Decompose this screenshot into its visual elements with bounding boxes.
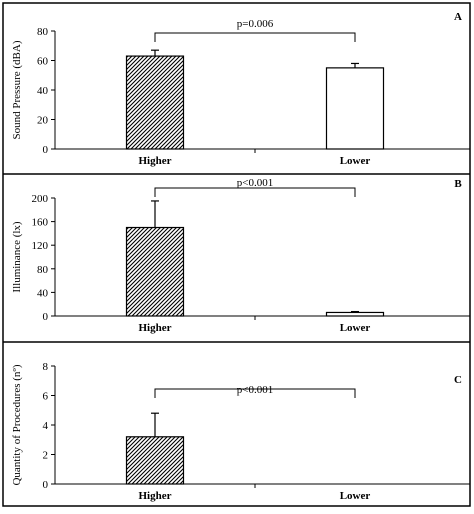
y-tick-label: 8	[43, 361, 49, 373]
category-label-lower: Lower	[340, 322, 371, 334]
y-tick-label: 80	[37, 26, 49, 38]
y-tick-label: 2	[43, 450, 49, 462]
y-tick-label: 20	[37, 115, 49, 127]
panel-c: C 0 2 4 6 8 Quantity of Procedures (nº) Higher L…	[3, 341, 470, 502]
y-tick-label: 40	[37, 287, 49, 299]
category-label-higher: Higher	[139, 155, 172, 167]
category-label-lower: Lower	[340, 490, 371, 502]
y-tick-label: 80	[37, 264, 49, 276]
outer-frame	[2, 2, 471, 507]
y-axis-label: Sound Pressure (dBA)	[11, 40, 23, 139]
bar-lower	[325, 67, 385, 150]
bar-higher	[125, 436, 185, 485]
p-value-label: p<0.001	[237, 384, 273, 396]
significance-bracket	[154, 32, 356, 42]
y-axis-label: Quantity of Procedures (nº)	[11, 364, 23, 485]
y-tick-label: 40	[37, 85, 49, 97]
category-label-lower: Lower	[340, 155, 371, 167]
y-tick-label: 200	[32, 193, 49, 205]
panel-letter: B	[454, 178, 462, 190]
y-tick-label: 0	[43, 479, 49, 491]
p-value-label: p=0.006	[237, 18, 274, 30]
bar-higher	[125, 226, 185, 317]
significance-bracket	[154, 388, 356, 398]
y-axis-label: Illuminance (lx)	[11, 221, 23, 293]
bar-higher	[125, 55, 185, 150]
y-tick-label: 0	[43, 311, 49, 323]
panel-letter: A	[454, 11, 462, 23]
y-tick-label: 120	[32, 240, 49, 252]
panel-letter: C	[454, 374, 462, 386]
y-tick-label: 160	[32, 217, 49, 229]
category-label-higher: Higher	[139, 322, 172, 334]
category-label-higher: Higher	[139, 490, 172, 502]
p-value-label: p<0.001	[237, 177, 273, 189]
y-tick-label: 6	[43, 391, 49, 403]
panel-a: A 0 20 40 60 80 Sound Pressure (dBA) Higher Lowe…	[11, 11, 470, 167]
panel-b: B 0 40 80 120 160 200 Illuminance (lx) Higher Low…	[3, 173, 470, 334]
y-tick-label: 60	[37, 56, 49, 68]
significance-bracket	[154, 187, 356, 197]
y-tick-label: 0	[43, 144, 49, 156]
y-tick-label: 4	[43, 420, 49, 432]
bar-lower	[325, 311, 385, 317]
